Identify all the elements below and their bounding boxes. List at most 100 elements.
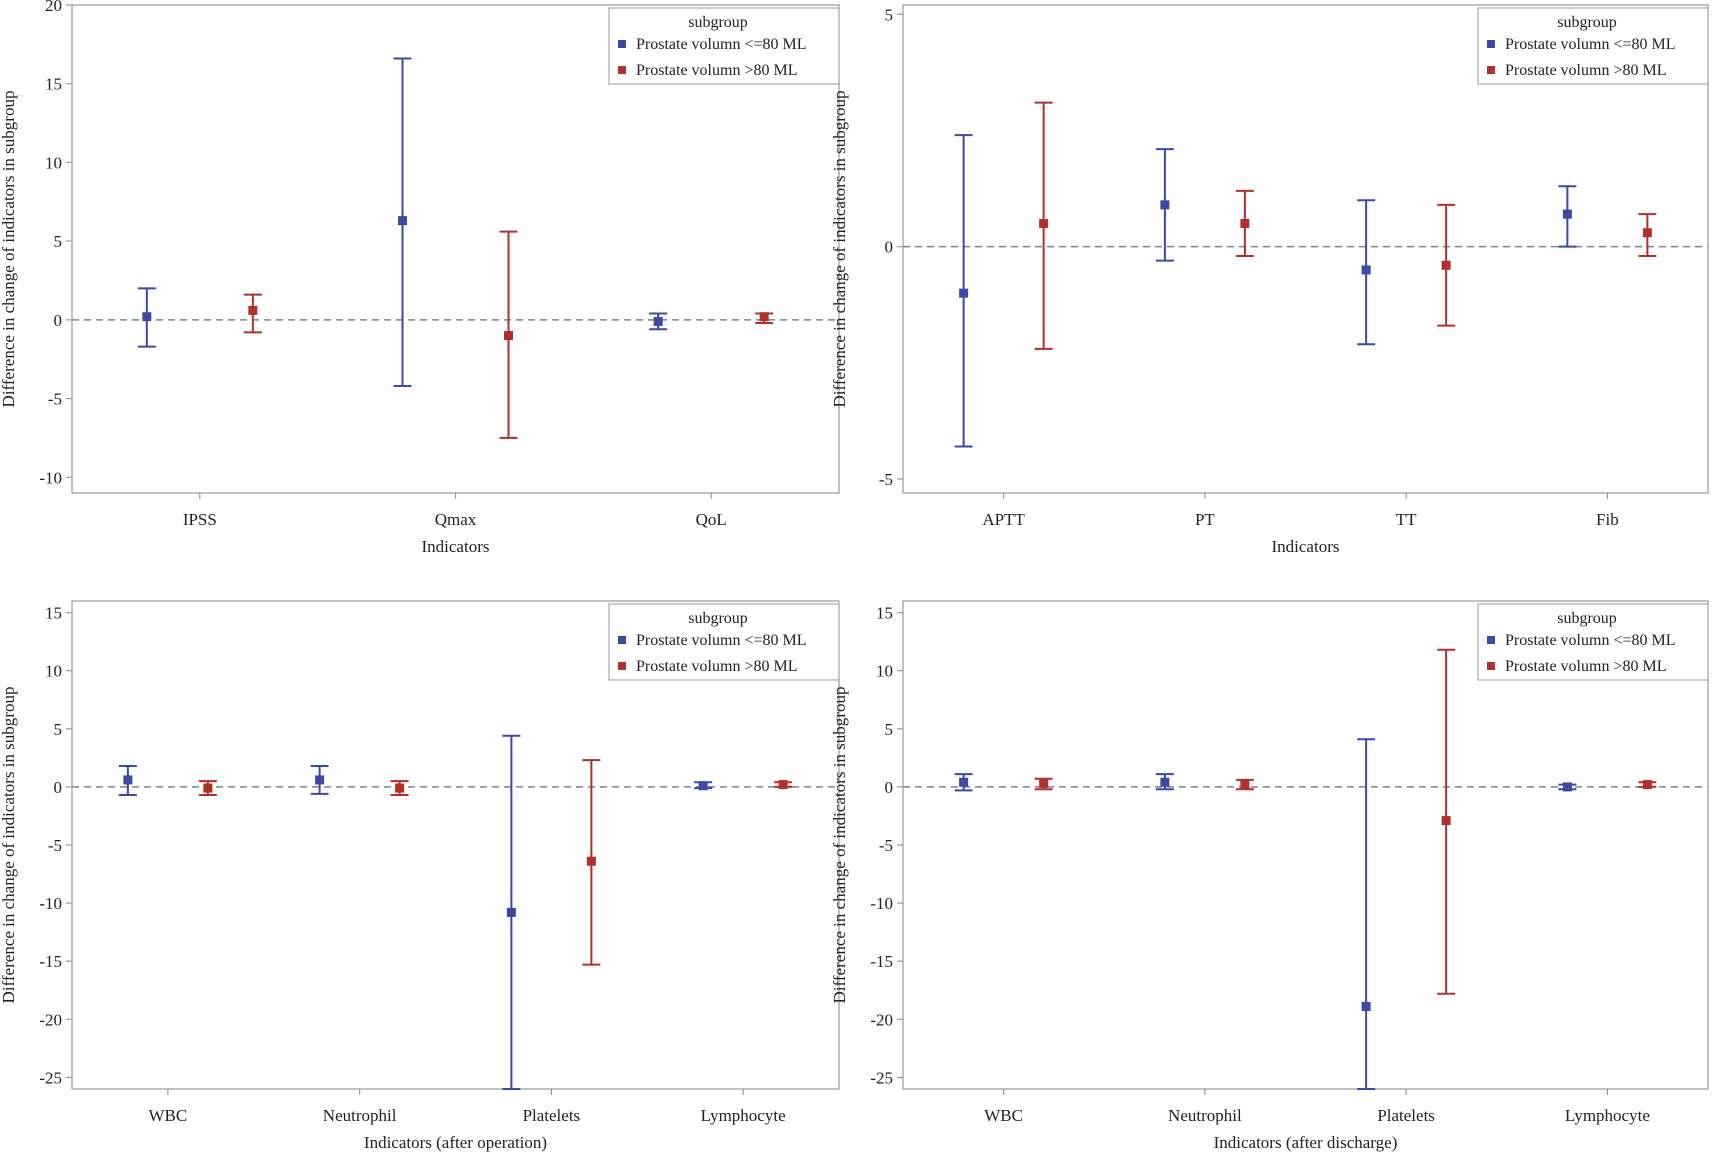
- series-gt80: [243, 230, 774, 439]
- legend: subgroup Prostate volumn <=80 ML Prostate …: [1477, 7, 1709, 85]
- mean-marker: [1039, 778, 1049, 788]
- y-tick-label: 5: [885, 720, 894, 739]
- mean-marker: [395, 783, 405, 793]
- mean-marker: [1441, 816, 1451, 826]
- y-tick-label: -20: [870, 1010, 893, 1029]
- y-axis-title: Difference in change of indicators in su…: [830, 687, 849, 1004]
- y-tick-label: 20: [45, 0, 62, 15]
- x-axis-title: Indicators: [1272, 537, 1340, 556]
- y-tick-label: 0: [54, 778, 63, 797]
- legend-swatch: [1487, 662, 1495, 670]
- x-tick-label: IPSS: [183, 510, 217, 529]
- mean-marker: [123, 775, 133, 785]
- mean-marker: [1240, 780, 1250, 790]
- mean-marker: [504, 331, 513, 341]
- legend-swatch: [1487, 66, 1495, 74]
- y-tick-label: -10: [39, 894, 62, 913]
- x-tick-label: QoL: [696, 510, 727, 529]
- y-tick-label: 10: [45, 662, 62, 681]
- legend-swatch: [618, 662, 626, 670]
- x-tick-label: Platelets: [1377, 1106, 1435, 1125]
- legend-title: subgroup: [688, 14, 748, 31]
- y-tick-label: 5: [885, 5, 894, 24]
- mean-marker: [248, 305, 258, 315]
- series-le80: [954, 738, 1577, 1090]
- legend-title: subgroup: [1557, 14, 1617, 31]
- mean-marker: [653, 316, 663, 326]
- x-tick-label: TT: [1396, 510, 1417, 529]
- legend-swatch: [618, 66, 626, 74]
- y-tick-label: 10: [876, 662, 893, 681]
- mean-marker: [1361, 1002, 1371, 1012]
- y-tick-label: -15: [870, 952, 893, 971]
- mean-marker: [506, 907, 516, 917]
- y-axis-title: Difference in change of indicators in su…: [0, 91, 18, 408]
- legend-entry-label: Prostate volumn >80 ML: [1505, 658, 1666, 675]
- x-axis-title: Indicators: [422, 537, 490, 556]
- y-tick-label: 0: [885, 238, 894, 257]
- mean-marker: [959, 777, 969, 787]
- mean-marker: [1240, 218, 1250, 228]
- series-gt80: [1034, 101, 1657, 350]
- mean-marker: [1642, 228, 1652, 238]
- x-tick-label: PT: [1195, 510, 1215, 529]
- legend-swatch: [1487, 636, 1495, 644]
- y-tick-label: -25: [870, 1068, 893, 1087]
- y-tick-label: 0: [885, 778, 894, 797]
- chart-panel-1: -10 -5 0 5 10 15 20 IPSS Qmax QoL Indicators Differ…: [0, 0, 840, 556]
- legend-swatch: [618, 40, 626, 48]
- y-tick-label: -5: [48, 836, 62, 855]
- series-le80: [954, 134, 1577, 448]
- y-tick-label: -5: [879, 470, 893, 489]
- legend-box: [608, 603, 840, 681]
- series-le80: [118, 734, 713, 1090]
- legend-box: [608, 7, 840, 85]
- legend-title: subgroup: [688, 610, 748, 627]
- mean-marker: [759, 312, 769, 322]
- y-tick-label: -25: [39, 1068, 62, 1087]
- legend: subgroup Prostate volumn <=80 ML Prostate …: [608, 7, 840, 85]
- y-tick-label: -20: [39, 1010, 62, 1029]
- mean-marker: [586, 856, 596, 866]
- y-tick-label: -15: [39, 952, 62, 971]
- legend-box: [1477, 7, 1709, 85]
- x-tick-label: WBC: [149, 1106, 188, 1125]
- series-gt80: [198, 759, 793, 966]
- x-tick-label: Lymphocyte: [701, 1106, 786, 1125]
- chart-panel-3: -25 -20 -15 -10 -5 0 5 10 15 WBC Neutrophil Platele…: [0, 600, 840, 1152]
- x-axis-title: Indicators (after operation): [364, 1133, 547, 1152]
- x-tick-label: Lymphocyte: [1565, 1106, 1650, 1125]
- mean-marker: [315, 775, 325, 785]
- legend-swatch: [1487, 40, 1495, 48]
- legend-entry-label: Prostate volumn >80 ML: [636, 62, 797, 79]
- x-tick-label: Qmax: [435, 510, 477, 529]
- legend-entry-label: Prostate volumn <=80 ML: [636, 632, 806, 649]
- mean-marker: [1642, 780, 1652, 790]
- legend-entry-label: Prostate volumn >80 ML: [1505, 62, 1666, 79]
- mean-marker: [398, 216, 407, 226]
- y-tick-label: 5: [54, 232, 63, 251]
- y-tick-label: 15: [876, 604, 893, 623]
- legend-entry-label: Prostate volumn <=80 ML: [636, 36, 806, 53]
- mean-marker: [698, 781, 708, 791]
- mean-marker: [778, 780, 788, 790]
- mean-marker: [1160, 777, 1170, 787]
- x-tick-label: Neutrophil: [1168, 1106, 1242, 1125]
- series-gt80: [1034, 648, 1657, 995]
- x-tick-label: Neutrophil: [323, 1106, 397, 1125]
- legend: subgroup Prostate volumn <=80 ML Prostate …: [1477, 603, 1709, 681]
- x-tick-label: Platelets: [523, 1106, 581, 1125]
- mean-marker: [1562, 782, 1572, 792]
- legend-swatch: [618, 636, 626, 644]
- y-tick-label: 0: [54, 311, 63, 330]
- legend-entry-label: Prostate volumn >80 ML: [636, 658, 797, 675]
- mean-marker: [203, 783, 213, 793]
- y-tick-label: 15: [45, 75, 62, 94]
- y-tick-label: 5: [54, 720, 63, 739]
- mean-marker: [142, 312, 152, 322]
- legend-entry-label: Prostate volumn <=80 ML: [1505, 36, 1675, 53]
- y-tick-label: 15: [45, 604, 62, 623]
- y-tick-label: -5: [879, 836, 893, 855]
- mean-marker: [959, 288, 969, 298]
